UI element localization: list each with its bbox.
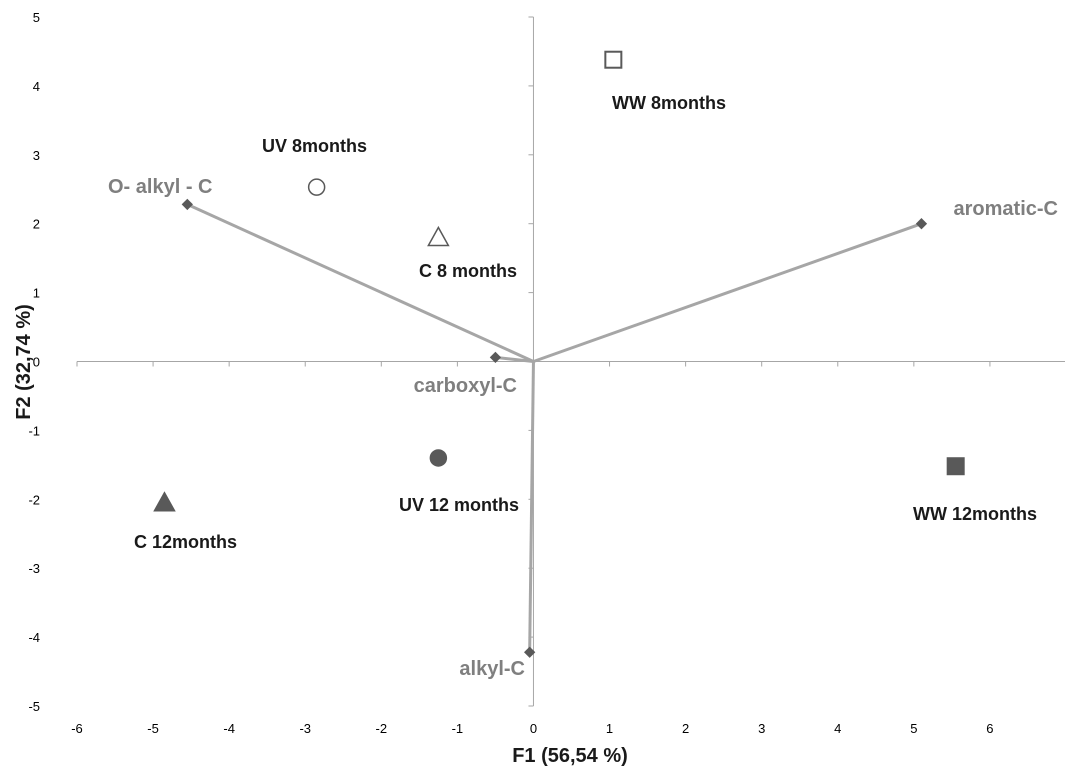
x-axis-title: F1 (56,54 %) xyxy=(512,745,628,767)
observation-triangle-marker xyxy=(153,491,176,512)
observation-label: UV 12 months xyxy=(399,495,519,515)
y-tick-label: -5 xyxy=(28,699,40,714)
observation-label: C 12months xyxy=(134,532,237,552)
observation-square-marker xyxy=(946,457,965,476)
variable-label: alkyl-C xyxy=(459,658,525,680)
observation-label: C 8 months xyxy=(419,261,517,281)
y-tick-label: -1 xyxy=(28,423,40,438)
variable-vector xyxy=(532,222,922,363)
y-axis-title: F2 (32,74 %) xyxy=(13,304,35,420)
x-tick-label: 1 xyxy=(606,721,613,736)
observation-label: WW 8months xyxy=(612,93,726,113)
variable-label: aromatic-C xyxy=(954,198,1058,220)
x-tick-label: 5 xyxy=(910,721,917,736)
variable-label: O- alkyl - C xyxy=(108,176,212,198)
observation-triangle-marker xyxy=(427,225,450,247)
x-tick-label: -2 xyxy=(376,721,388,736)
x-tick-label: -3 xyxy=(299,721,311,736)
variable-point-diamond xyxy=(524,646,536,658)
x-tick-label: -6 xyxy=(71,721,83,736)
y-tick-label: 4 xyxy=(33,79,40,94)
observation-circle-marker xyxy=(429,449,448,467)
x-tick-label: 3 xyxy=(758,721,765,736)
variable-point-diamond xyxy=(915,218,928,230)
axes xyxy=(77,17,1065,706)
y-tick-label: 2 xyxy=(33,217,40,232)
variable-vector xyxy=(186,203,535,363)
x-tick-label: 4 xyxy=(834,721,841,736)
variable-label: carboxyl-C xyxy=(414,375,517,397)
y-tick-label: 1 xyxy=(33,286,40,301)
y-tick-label: -4 xyxy=(28,630,40,645)
x-tick-label: -4 xyxy=(223,721,235,736)
observation-points: WW 8months UV 8months C 8 months UV 12 mont… xyxy=(134,50,1037,552)
variable-vector xyxy=(528,361,535,653)
y-tick-label: 5 xyxy=(33,10,40,25)
y-tick-label: -3 xyxy=(28,561,40,576)
tick-labels: -6 -5 -4 -3 -2 -1 0 1 2 3 4 5 6 -5 -4 -3 -2 -1 0 1 2 3 4 5 xyxy=(28,10,993,736)
x-tick-label: 0 xyxy=(530,721,537,736)
observation-label: WW 12months xyxy=(913,504,1037,524)
variable-vector xyxy=(495,355,534,363)
x-tick-label: -1 xyxy=(452,721,464,736)
y-tick-label: 0 xyxy=(33,355,40,370)
y-tick-label: 3 xyxy=(33,148,40,163)
x-tick-label: -5 xyxy=(147,721,159,736)
variable-vectors: O- alkyl - C aromatic-C carboxyl-C alkyl-C xyxy=(108,176,1058,680)
variable-point-diamond xyxy=(489,351,502,364)
observation-label: UV 8months xyxy=(262,136,367,156)
x-tick-label: 6 xyxy=(986,721,993,736)
observation-square-marker xyxy=(604,50,623,69)
y-tick-label: -2 xyxy=(28,492,40,507)
x-tick-label: 2 xyxy=(682,721,689,736)
variable-point-diamond xyxy=(181,198,193,211)
observation-circle-marker xyxy=(307,178,326,196)
